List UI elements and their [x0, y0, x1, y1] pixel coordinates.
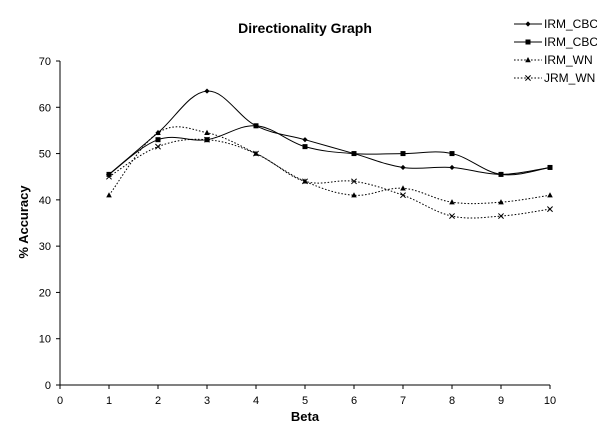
- series-2: [106, 123, 553, 177]
- x-tick-label: 8: [449, 395, 455, 407]
- series-2-line: [108, 125, 551, 176]
- legend-label: IRM_WN: [544, 53, 593, 67]
- legend-label: IRM_CBC: [544, 17, 597, 31]
- legend-label: IRM_CBC: [544, 35, 597, 49]
- marker-stroke: [204, 136, 210, 143]
- series-1-point: [400, 164, 406, 171]
- series-4-point: [253, 150, 259, 157]
- marker-stroke: [547, 206, 553, 213]
- series-2-point: [351, 151, 357, 157]
- series-4-point: [351, 178, 357, 185]
- series-2-point: [400, 151, 406, 157]
- series-4-point: [400, 192, 406, 199]
- x-tick-label: 5: [302, 395, 308, 407]
- legend-swatch-marker: [525, 39, 531, 45]
- series-4-point: [449, 213, 455, 220]
- series-3-point: [547, 192, 553, 198]
- y-tick-label: 60: [39, 102, 51, 114]
- series-3-point: [449, 199, 455, 205]
- y-axis-label: % Accuracy: [16, 185, 31, 259]
- y-tick-label: 40: [39, 195, 51, 207]
- marker-stroke: [302, 178, 308, 185]
- x-tick-label: 2: [155, 395, 161, 407]
- marker-stroke: [351, 178, 357, 185]
- marker-stroke: [498, 213, 504, 220]
- series-2-point: [155, 137, 161, 143]
- series-4-point: [155, 143, 161, 150]
- x-tick-label: 4: [253, 395, 259, 407]
- y-tick-label: 50: [39, 149, 51, 161]
- series-3-point: [106, 192, 112, 198]
- series-3-point: [498, 199, 504, 205]
- marker-stroke: [449, 213, 455, 220]
- series-2-point: [498, 171, 504, 177]
- legend-swatch-marker: [525, 21, 531, 27]
- series-layer: [106, 88, 553, 220]
- series-1-point: [449, 164, 455, 171]
- marker-stroke: [525, 75, 531, 81]
- legend-swatch-marker: [525, 57, 531, 63]
- series-3-line: [108, 126, 551, 205]
- series-4-point: [106, 173, 112, 180]
- series-1-point: [204, 88, 210, 94]
- marker-stroke: [400, 192, 406, 199]
- x-tick-label: 10: [544, 395, 556, 407]
- legend-item-2: IRM_CBC: [514, 35, 597, 49]
- series-2-point: [302, 144, 308, 150]
- x-tick-label: 7: [400, 395, 406, 407]
- series-2-point: [253, 123, 259, 129]
- series-3: [106, 126, 553, 205]
- series-3-point: [400, 185, 406, 191]
- x-tick-label: 6: [351, 395, 357, 407]
- legend-item-4: JRM_WN: [514, 71, 595, 85]
- y-tick-label: 70: [39, 56, 51, 68]
- y-tick-label: 0: [45, 380, 51, 392]
- marker-stroke: [106, 173, 112, 180]
- y-axis-ticks: 0 10 20 30 40 50 60 70: [39, 56, 60, 392]
- series-4-point: [302, 178, 308, 185]
- axes: [59, 61, 550, 386]
- legend-label: JRM_WN: [544, 71, 595, 85]
- series-4-line: [108, 138, 551, 219]
- legend-item-1: IRM_CBC: [514, 17, 597, 31]
- series-3-point: [204, 129, 210, 135]
- legend: IRM_CBC IRM_CBC IRM_WN JRM_WN: [511, 11, 597, 87]
- chart-title: Directionality Graph: [238, 20, 372, 36]
- series-1: [106, 88, 553, 177]
- x-tick-label: 1: [106, 395, 112, 407]
- y-tick-label: 20: [39, 287, 51, 299]
- marker-stroke: [155, 143, 161, 150]
- series-1-line: [108, 90, 551, 175]
- x-tick-label: 9: [498, 395, 504, 407]
- marker-stroke: [253, 150, 259, 157]
- x-axis-ticks: 0 1 2 3 4 5 6 7 8 9 10: [57, 385, 556, 407]
- series-1-point: [302, 137, 308, 143]
- x-axis-label: Beta: [291, 409, 320, 424]
- series-3-point: [351, 192, 357, 198]
- x-tick-label: 3: [204, 395, 210, 407]
- y-tick-label: 10: [39, 334, 51, 346]
- legend-swatch-marker: [525, 75, 531, 81]
- series-3-point: [155, 129, 161, 135]
- legend-item-3: IRM_WN: [514, 53, 593, 67]
- series-4-point: [204, 136, 210, 143]
- y-tick-label: 30: [39, 241, 51, 253]
- series-2-point: [547, 164, 553, 170]
- series-4-point: [498, 213, 504, 220]
- series-4: [106, 136, 553, 220]
- series-2-point: [106, 171, 112, 177]
- x-tick-label: 0: [57, 395, 63, 407]
- series-2-point: [449, 151, 455, 157]
- series-4-point: [547, 206, 553, 213]
